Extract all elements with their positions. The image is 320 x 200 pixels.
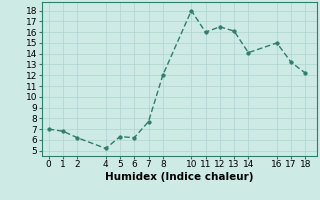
X-axis label: Humidex (Indice chaleur): Humidex (Indice chaleur): [105, 172, 253, 182]
